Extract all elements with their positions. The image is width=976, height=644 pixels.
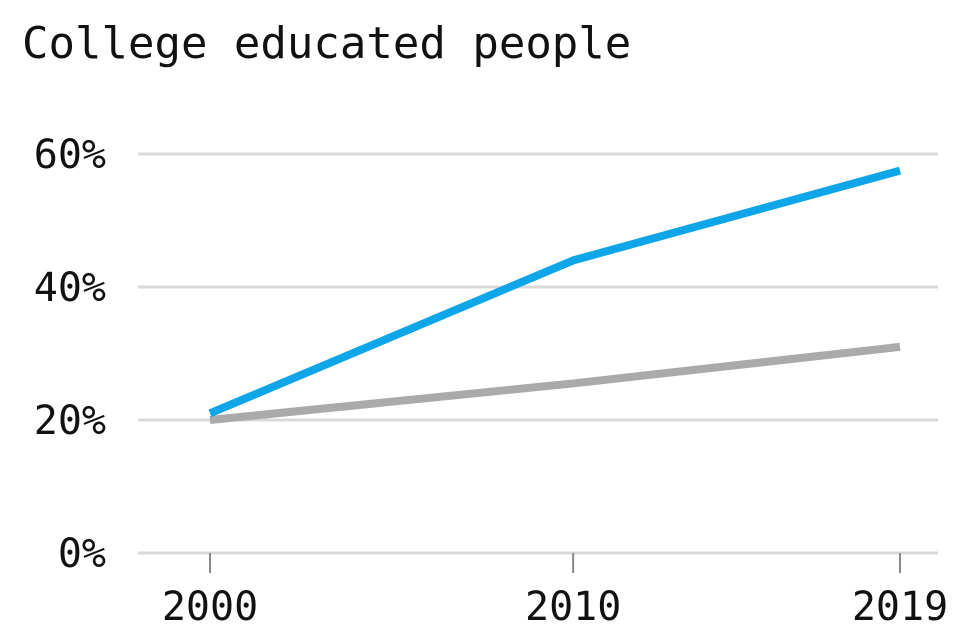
series-lines: [208, 166, 902, 424]
y-axis-tick-labels: 0% 20% 40% 60%: [34, 132, 106, 577]
x-tick-label: 2010: [525, 584, 621, 630]
series-line-2: [209, 342, 901, 424]
chart-title: College educated people: [22, 18, 632, 69]
y-tick-label: 60%: [34, 132, 106, 178]
series-line-1: [208, 166, 902, 418]
y-tick-label: 20%: [34, 398, 106, 444]
y-tick-label: 40%: [34, 265, 106, 311]
x-tick-label: 2019: [852, 584, 948, 630]
y-tick-label: 0%: [58, 531, 106, 577]
x-axis-ticks: 2000 2010 2019: [162, 553, 948, 630]
x-tick-label: 2000: [162, 584, 258, 630]
gridlines: [138, 152, 938, 555]
